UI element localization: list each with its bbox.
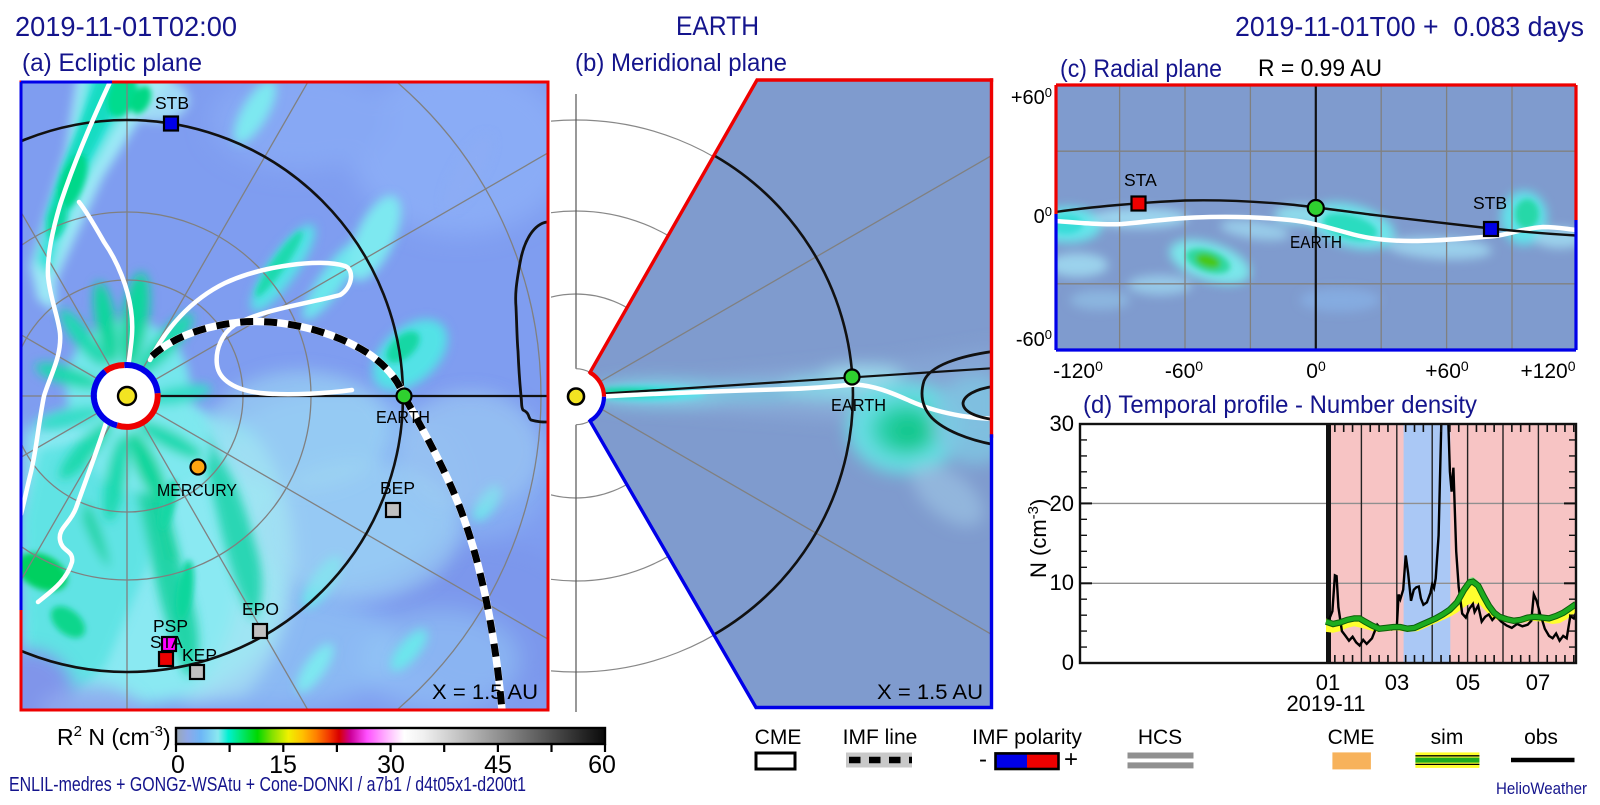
- svg-text:0: 0: [1062, 650, 1074, 675]
- svg-text:07: 07: [1526, 670, 1550, 695]
- svg-text:+: +: [1064, 746, 1078, 773]
- svg-text:STA: STA: [150, 632, 183, 652]
- svg-text:sim: sim: [1431, 726, 1464, 749]
- svg-text:R = 0.99 AU: R = 0.99 AU: [1258, 55, 1382, 82]
- svg-text:(d) Temporal profile - Number: (d) Temporal profile - Number density: [1083, 391, 1477, 419]
- svg-text:EARTH: EARTH: [376, 407, 430, 427]
- svg-text:EPO: EPO: [242, 599, 279, 619]
- svg-text:-600: -600: [1165, 358, 1203, 383]
- svg-text:EARTH: EARTH: [676, 11, 759, 41]
- svg-text:ENLIL-medres + GONGz-WSAtu + C: ENLIL-medres + GONGz-WSAtu + Cone-DONKI …: [9, 774, 526, 796]
- svg-text:obs: obs: [1524, 726, 1558, 749]
- svg-text:X = 1.5 AU: X = 1.5 AU: [432, 681, 538, 704]
- svg-text:20: 20: [1050, 491, 1074, 516]
- svg-text:HelioWeather: HelioWeather: [1496, 779, 1587, 798]
- svg-text:EARTH: EARTH: [1290, 232, 1342, 252]
- svg-text:STB: STB: [1473, 193, 1507, 213]
- svg-text:MERCURY: MERCURY: [157, 480, 237, 500]
- svg-text:0: 0: [171, 751, 185, 779]
- svg-text:PSP: PSP: [153, 616, 188, 636]
- svg-text:IMF line: IMF line: [843, 726, 918, 749]
- svg-text:X = 1.5 AU: X = 1.5 AU: [877, 681, 983, 704]
- svg-text:15: 15: [269, 751, 297, 779]
- svg-text:-: -: [979, 746, 987, 773]
- svg-text:KEP: KEP: [182, 645, 217, 665]
- svg-text:00: 00: [1034, 204, 1052, 228]
- svg-text:30: 30: [377, 751, 405, 779]
- svg-text:2019-11-01T00 + 0.083 days: 2019-11-01T00 + 0.083 days: [1235, 11, 1584, 42]
- svg-text:(c) Radial plane: (c) Radial plane: [1060, 55, 1222, 83]
- svg-text:CME: CME: [755, 726, 802, 749]
- svg-text:03: 03: [1385, 670, 1409, 695]
- svg-text:+1200: +1200: [1520, 358, 1575, 383]
- svg-text:01: 01: [1316, 670, 1340, 695]
- svg-text:BEP: BEP: [380, 478, 415, 498]
- svg-text:EARTH: EARTH: [831, 395, 886, 415]
- svg-text:30: 30: [1050, 411, 1074, 436]
- svg-text:+600: +600: [1425, 358, 1469, 383]
- svg-text:45: 45: [484, 751, 512, 779]
- svg-text:2019-11-01T02:00: 2019-11-01T02:00: [15, 11, 237, 42]
- svg-text:STB: STB: [155, 93, 189, 113]
- svg-text:(a) Ecliptic plane: (a) Ecliptic plane: [22, 49, 202, 77]
- svg-text:(b) Meridional plane: (b) Meridional plane: [575, 49, 787, 77]
- svg-text:-600: -600: [1016, 327, 1052, 351]
- svg-text:N (cm-3): N (cm-3): [1025, 499, 1051, 578]
- svg-text:00: 00: [1306, 358, 1326, 383]
- svg-text:+600: +600: [1011, 85, 1052, 109]
- svg-text:CME: CME: [1328, 726, 1375, 749]
- svg-text:2019-11: 2019-11: [1286, 691, 1365, 716]
- svg-text:STA: STA: [1124, 170, 1157, 190]
- svg-text:05: 05: [1456, 670, 1480, 695]
- svg-text:-1200: -1200: [1053, 358, 1103, 383]
- svg-text:10: 10: [1050, 570, 1074, 595]
- svg-text:R2 N (cm-3): R2 N (cm-3): [57, 723, 171, 750]
- svg-text:60: 60: [588, 751, 616, 779]
- svg-text:IMF polarity: IMF polarity: [972, 726, 1082, 749]
- svg-text:HCS: HCS: [1138, 726, 1182, 749]
